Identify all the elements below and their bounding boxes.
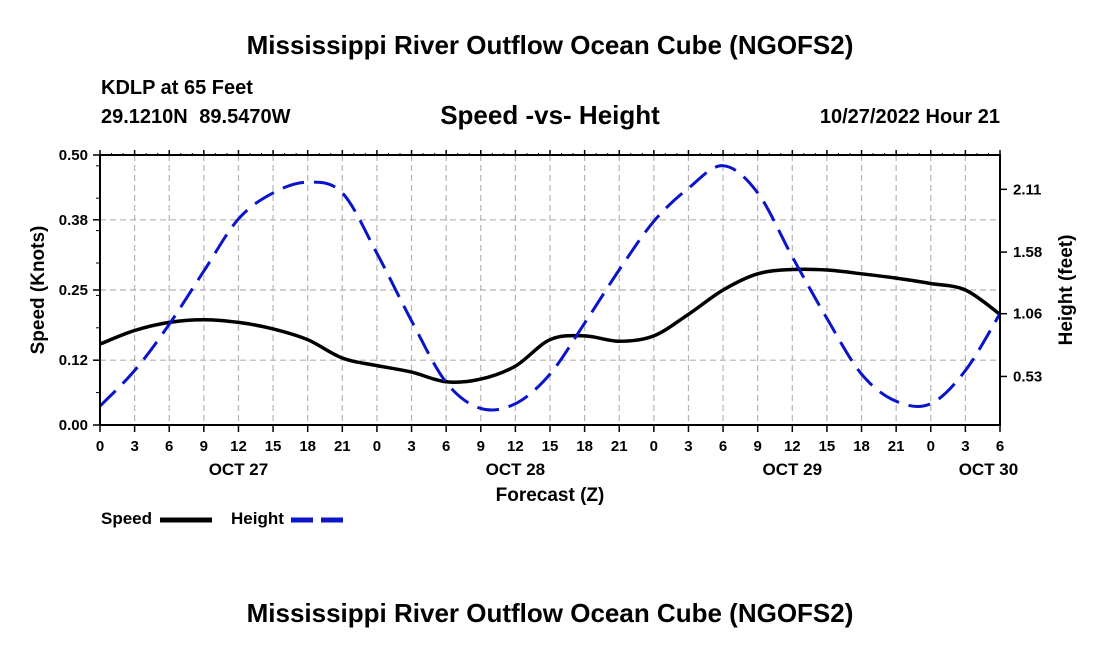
x-tick-label: 18 — [299, 438, 316, 455]
y2-tick-label: 2.11 — [1013, 181, 1041, 198]
y-tick-label: 0.38 — [59, 212, 88, 229]
footer-title: Mississippi River Outflow Ocean Cube (NG… — [246, 598, 854, 628]
x-day-label: OCT 30 — [959, 460, 1019, 479]
coordinates-label: 29.1210N 89.5470W — [101, 106, 291, 128]
x-tick-label: 0 — [650, 438, 658, 455]
series-line-speed — [99, 267, 1002, 384]
series-layer — [98, 164, 1002, 412]
x-tick-label: 12 — [507, 438, 524, 455]
x-axis-title: Forecast (Z) — [496, 485, 605, 506]
y-tick-label: 0.50 — [59, 147, 88, 164]
y-tick-label: 0.12 — [59, 352, 88, 369]
x-tick-label: 0 — [373, 438, 381, 455]
y2-tick-label: 0.53 — [1013, 368, 1042, 385]
x-day-label: OCT 27 — [209, 460, 269, 479]
chart-subtitle: Speed -vs- Height — [440, 100, 660, 130]
x-tick-label: 0 — [927, 438, 935, 455]
x-tick-label: 6 — [442, 438, 450, 455]
x-tick-label: 15 — [265, 438, 282, 455]
x-tick-label: 18 — [576, 438, 593, 455]
x-tick-label: 3 — [407, 438, 415, 455]
x-tick-label: 6 — [996, 438, 1004, 455]
x-tick-label: 6 — [165, 438, 173, 455]
timestamp-label: 10/27/2022 Hour 21 — [819, 106, 1000, 128]
x-tick-label: 3 — [961, 438, 969, 455]
x-tick-label: 3 — [130, 438, 138, 455]
y-tick-label: 0.25 — [59, 282, 88, 299]
y-tick-label: 0.00 — [59, 417, 88, 434]
legend-height-label: Height — [231, 509, 284, 528]
x-tick-label: 6 — [719, 438, 727, 455]
station-label: KDLP at 65 Feet — [101, 77, 253, 99]
x-tick-label: 0 — [96, 438, 104, 455]
y2-tick-label: 1.06 — [1013, 306, 1042, 323]
x-tick-label: 21 — [334, 438, 351, 455]
chart-title: Mississippi River Outflow Ocean Cube (NG… — [246, 30, 854, 60]
x-tick-label: 9 — [754, 438, 762, 455]
axis-ticks — [93, 150, 1007, 432]
y2-axis-title: Height (feet) — [1056, 235, 1077, 346]
x-tick-label: 15 — [819, 438, 836, 455]
x-tick-label: 9 — [200, 438, 208, 455]
x-tick-label: 12 — [230, 438, 247, 455]
x-tick-label: 21 — [888, 438, 905, 455]
x-day-label: OCT 28 — [486, 460, 546, 479]
series-line-height — [98, 164, 1002, 412]
x-tick-label: 21 — [611, 438, 628, 455]
x-tick-label: 3 — [684, 438, 692, 455]
grid-lines — [100, 155, 1000, 425]
x-tick-label: 15 — [542, 438, 559, 455]
y2-tick-label: 1.58 — [1013, 244, 1042, 261]
x-tick-label: 18 — [853, 438, 870, 455]
legend-speed-label: Speed — [101, 509, 153, 528]
y-axis-title: Speed (Knots) — [28, 226, 49, 355]
axis-labels: 0 3 6 9 12 15 18 21 0 3 6 9 12 15 18 21 0 3 6 9 12 15 18 21 0 3 6 0… — [28, 147, 1077, 506]
x-tick-label: 12 — [784, 438, 801, 455]
x-tick-label: 9 — [477, 438, 485, 455]
x-day-label: OCT 29 — [763, 460, 823, 479]
